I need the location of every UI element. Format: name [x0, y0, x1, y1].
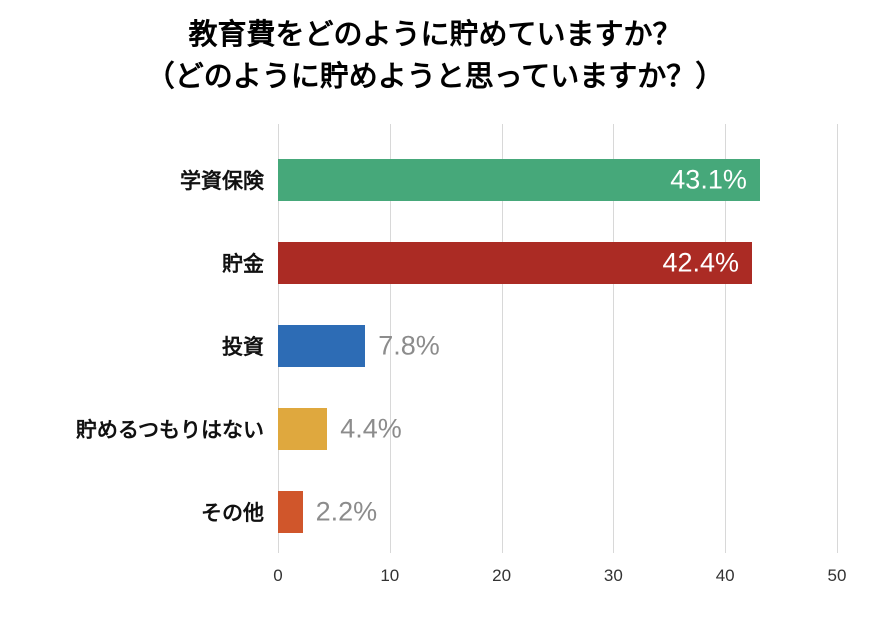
bar-5: 2.2%: [278, 490, 377, 533]
value-label: 43.1%: [670, 164, 747, 195]
value-label: 7.8%: [378, 330, 440, 361]
x-tick-label: 30: [603, 566, 623, 586]
x-axis: 0 10 20 30 40 50: [273, 553, 846, 595]
gridline: [501, 124, 503, 554]
bar-row: 4.4%: [278, 387, 837, 470]
x-tick-label: 0: [273, 566, 283, 586]
bar-row: 7.8%: [278, 304, 837, 387]
category-label: 学資保険: [180, 169, 264, 193]
gridline: [837, 124, 838, 554]
gridline: [725, 124, 727, 554]
gridline: [613, 124, 615, 554]
bar-3: 7.8%: [278, 324, 440, 367]
bar-1: 43.1%: [278, 158, 760, 201]
bar-4: 4.4%: [278, 407, 402, 450]
x-tick-label: 10: [380, 566, 400, 586]
category-label: 貯金: [222, 252, 264, 276]
plot-column: 43.1% 42.4% 7.8% 4.4% 2.2% 0 10 20 30 40 50: [273, 124, 846, 595]
chart-title-line2: （どのように貯めようと思っていますか？）: [145, 61, 725, 94]
category-labels: 学資保険貯金投資貯めるつもりはないその他: [0, 124, 278, 595]
chart-title-line1: 教育費をどのように貯めていますか？: [188, 19, 682, 51]
x-tick-label: 40: [715, 566, 735, 586]
category-label: 貯めるつもりはない: [75, 418, 264, 442]
plot-area: 43.1% 42.4% 7.8% 4.4% 2.2%: [278, 124, 838, 554]
value-label: 42.4%: [662, 247, 740, 278]
x-tick-label: 50: [827, 566, 847, 586]
chart-title: 教育費をどのように貯めていますか？ （どのように貯めようと思っていますか？）: [0, 0, 870, 98]
value-label: 2.2%: [315, 496, 378, 527]
value-label: 4.4%: [340, 413, 402, 444]
gridline: [389, 124, 391, 554]
bar-row: 2.2%: [278, 470, 837, 553]
category-label: その他: [201, 501, 264, 525]
category-label: 投資: [222, 335, 264, 359]
bar-row: 43.1%: [278, 138, 837, 221]
bar-row: 42.4%: [278, 221, 837, 304]
bar-2: 42.4%: [278, 241, 753, 284]
bar-chart: 学資保険貯金投資貯めるつもりはないその他 43.1% 42.4% 7.8% 4.4% 2…: [0, 124, 870, 595]
x-tick-label: 20: [492, 566, 512, 586]
bar-rows: 43.1% 42.4% 7.8% 4.4% 2.2%: [278, 124, 837, 553]
